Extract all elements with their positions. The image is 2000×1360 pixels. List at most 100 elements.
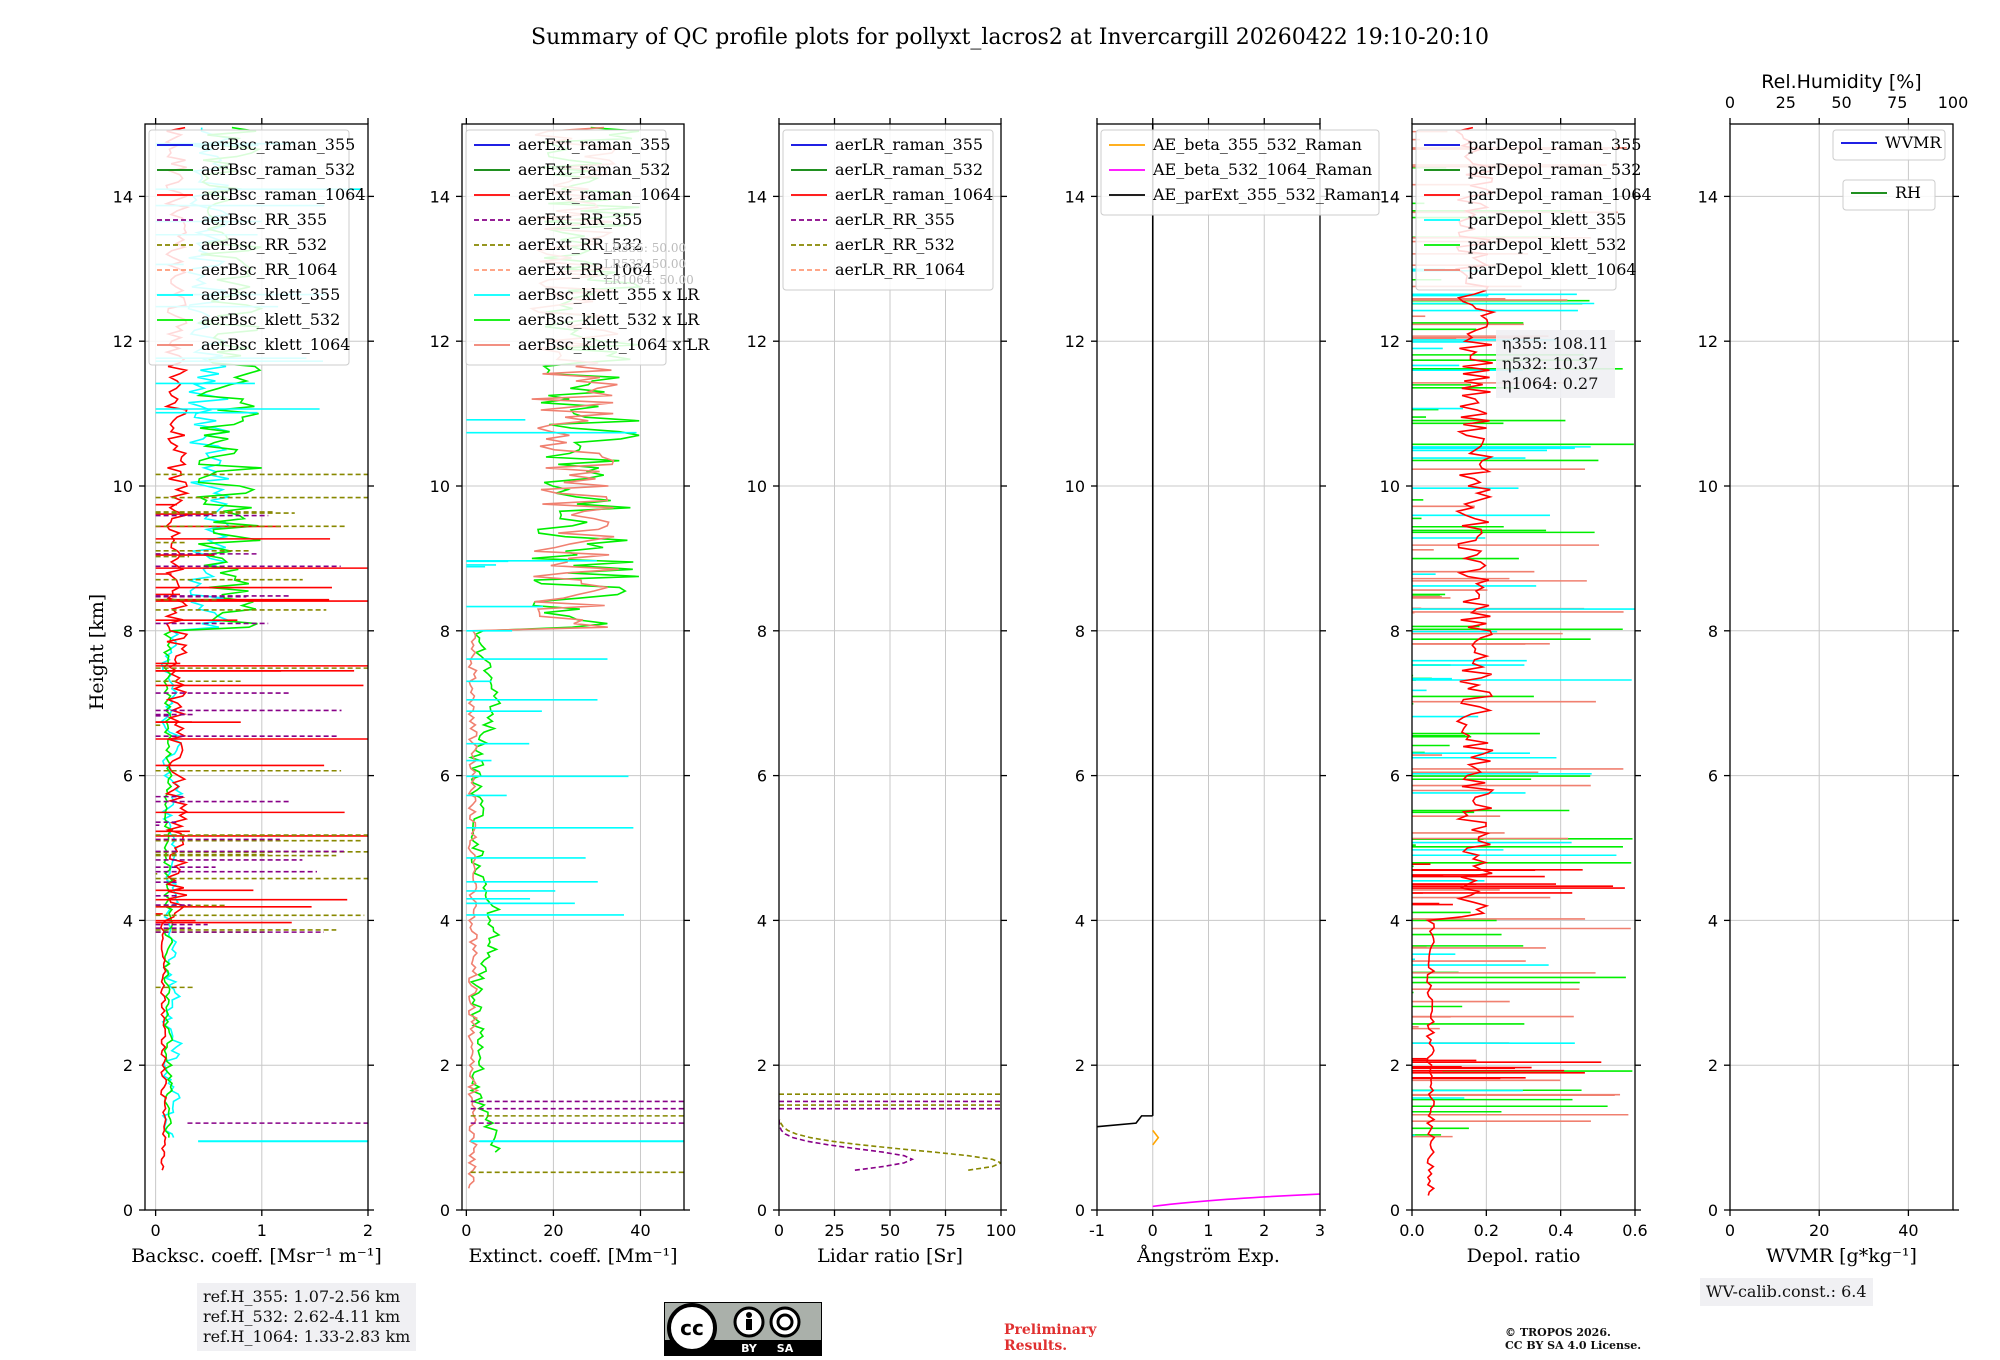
- ae-532-1064: [1152, 1193, 1320, 1208]
- y-tick-label: 2: [1390, 1056, 1400, 1075]
- by-icon: [733, 1306, 765, 1338]
- copyright-line-1: © TROPOS 2026.: [1505, 1326, 1611, 1339]
- y-tick-label: 4: [1708, 911, 1718, 930]
- y-tick-label: 6: [440, 767, 450, 786]
- x-axis-label: Lidar ratio [Sr]: [817, 1245, 963, 1267]
- legend-label: aerExt_raman_355: [518, 135, 671, 154]
- x-tick-label: 0.2: [1474, 1221, 1499, 1240]
- x-tick-label: 40: [1898, 1221, 1918, 1240]
- axes-frame: [461, 123, 685, 1211]
- panel-lidar_ratio: 0 25 50 75 100 0 2 4 6 8 10 12 14 Lidar ratio [Sr] aer…: [747, 118, 1017, 1267]
- legend-box: [782, 129, 994, 291]
- wv-calib-text: WV-calib.const.: 6.4: [1706, 1282, 1867, 1301]
- legend-label: aerBsc_klett_355 x LR: [518, 285, 700, 304]
- y-tick-label: 8: [757, 622, 767, 641]
- y-tick-label: 4: [757, 911, 767, 930]
- legend-label: aerBsc_raman_1064: [201, 185, 366, 204]
- y-tick-label: 0: [757, 1201, 767, 1220]
- x-tick-label: 25: [824, 1221, 844, 1240]
- cc-license-badge: cc BY SA: [664, 1302, 822, 1356]
- legend-label: aerExt_RR_1064: [518, 260, 653, 279]
- y-tick-label: 2: [1075, 1056, 1085, 1075]
- legend-depolarization: parDepol_raman_355 parDepol_raman_532 parD…: [1415, 129, 1652, 291]
- lidar-ratio-note: LR355: 50.00 LR532: 50.00 LR1064: 50.00: [598, 236, 700, 292]
- x-axis-label: Extinct. coeff. [Mm⁻¹]: [468, 1245, 677, 1267]
- legend-angstrom: AE_beta_355_532_Raman AE_beta_532_1064_Ra…: [1100, 129, 1381, 216]
- legend-label: RH: [1895, 183, 1921, 202]
- y-tick-label: 0: [1075, 1201, 1085, 1220]
- y-tick-label: 10: [1065, 477, 1085, 496]
- x-tick-label: 50: [880, 1221, 900, 1240]
- panel-depolarization: 0.0 0.2 0.4 0.6 0 2 4 6 8 10 12 14 Depol. ratio parDe…: [1380, 118, 1652, 1267]
- y-tick-label: 10: [430, 477, 450, 496]
- x-tick-label: 100: [986, 1221, 1017, 1240]
- ref-heights-box: ref.H_355: 1.07-2.56 km ref.H_532: 2.62-…: [197, 1283, 417, 1351]
- ref-height-1064: ref.H_1064: 1.33-2.83 km: [203, 1327, 411, 1346]
- legend-label: aerBsc_RR_532: [201, 235, 327, 254]
- preliminary-line-2: Results.: [1004, 1338, 1068, 1354]
- y-tick-label: 8: [1390, 622, 1400, 641]
- legend-label: aerBsc_raman_355: [201, 135, 355, 154]
- y-tick-label: 12: [1698, 332, 1718, 351]
- x-tick-label: 75: [935, 1221, 955, 1240]
- profiles-depolarization: [1412, 126, 1635, 1196]
- legend-label: aerExt_RR_532: [518, 235, 642, 254]
- legend-label: WVMR: [1885, 133, 1942, 152]
- top-x-tick-label: 75: [1887, 93, 1907, 112]
- x-tick-label: 40: [630, 1221, 650, 1240]
- y-tick-label: 4: [1075, 911, 1085, 930]
- eta-355: η355: 108.11: [1502, 334, 1609, 353]
- legend-label: AE_parExt_355_532_Raman: [1152, 185, 1381, 204]
- preliminary-label: Preliminary Results.: [1004, 1322, 1096, 1354]
- eta-1064: η1064: 0.27: [1502, 374, 1599, 393]
- legend-label: AE_beta_355_532_Raman: [1152, 135, 1362, 154]
- legend-lidar_ratio: aerLR_raman_355 aerLR_raman_532 aerLR_rama…: [782, 129, 994, 291]
- wv-calib-box: WV-calib.const.: 6.4: [1700, 1278, 1873, 1306]
- y-tick-label: 6: [123, 767, 133, 786]
- x-tick-label: 20: [1809, 1221, 1829, 1240]
- y-tick-label: 14: [1065, 187, 1085, 206]
- lr-355: LR355: 50.00: [604, 241, 687, 255]
- ref-height-532: ref.H_532: 2.62-4.11 km: [203, 1307, 401, 1326]
- x-tick-label: 0: [151, 1221, 161, 1240]
- axes-frame: [1729, 123, 1954, 1211]
- x-tick-label: 1: [1203, 1221, 1213, 1240]
- top-x-tick-label: 50: [1831, 93, 1851, 112]
- y-tick-label: 14: [1380, 187, 1400, 206]
- legend-label: aerLR_RR_1064: [835, 260, 965, 279]
- x-tick-label: 20: [543, 1221, 563, 1240]
- y-tick-label: 2: [440, 1056, 450, 1075]
- top-x-tick-label: 25: [1776, 93, 1796, 112]
- legend-box: [1100, 129, 1380, 216]
- x-tick-label: 0: [1148, 1221, 1158, 1240]
- top-x-axis-label: Rel.Humidity [%]: [1761, 71, 1921, 93]
- x-tick-label: 1: [257, 1221, 267, 1240]
- x-tick-label: 3: [1315, 1221, 1325, 1240]
- eta-532: η532: 10.37: [1502, 354, 1599, 373]
- legend-label: aerBsc_klett_532 x LR: [518, 310, 700, 329]
- y-tick-label: 4: [440, 911, 450, 930]
- x-axis-label: Depol. ratio: [1467, 1245, 1581, 1267]
- x-axis-label: Ångström Exp.: [1136, 1245, 1280, 1267]
- y-tick-label: 8: [440, 622, 450, 641]
- y-tick-label: 2: [1708, 1056, 1718, 1075]
- figure-title: Summary of QC profile plots for pollyxt_…: [531, 25, 1489, 50]
- y-tick-label: 4: [1390, 911, 1400, 930]
- ref-height-355: ref.H_355: 1.07-2.56 km: [203, 1287, 401, 1306]
- y-tick-label: 12: [1380, 332, 1400, 351]
- legend-label: aerBsc_RR_355: [201, 210, 327, 229]
- y-tick-label: 0: [1708, 1201, 1718, 1220]
- legend-box: [465, 129, 667, 366]
- legend-label: aerLR_raman_355: [835, 135, 983, 154]
- legend-label: aerExt_raman_532: [518, 160, 671, 179]
- legend-box: [1832, 129, 1946, 161]
- y-tick-label: 6: [757, 767, 767, 786]
- legend-label: aerBsc_klett_1064: [201, 335, 350, 354]
- y-tick-label: 0: [123, 1201, 133, 1220]
- y-tick-label: 8: [1708, 622, 1718, 641]
- svg-text:cc: cc: [680, 1316, 704, 1340]
- legend-label: aerExt_RR_355: [518, 210, 642, 229]
- legend-box: [148, 129, 350, 366]
- y-tick-label: 0: [1390, 1201, 1400, 1220]
